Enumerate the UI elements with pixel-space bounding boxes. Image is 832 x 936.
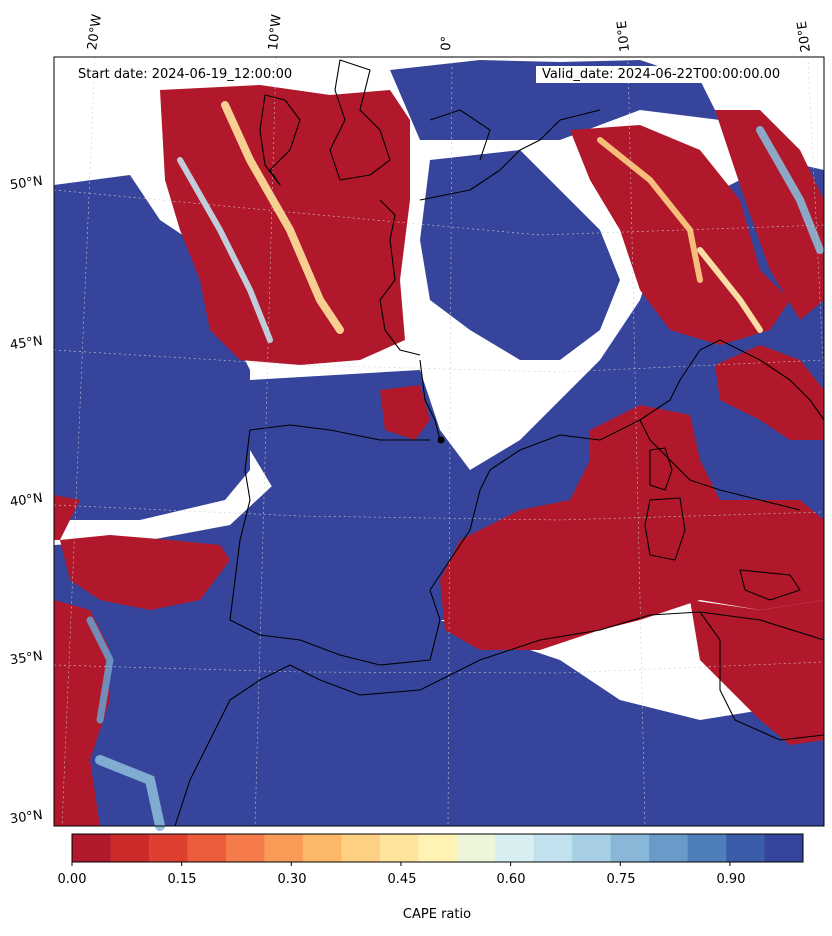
lon-label-10e: 10°E bbox=[614, 19, 633, 53]
colorbar-tick-2: 0.30 bbox=[277, 872, 307, 887]
colorbar bbox=[71, 833, 804, 866]
colorbar-segment bbox=[726, 834, 766, 862]
colorbar-segment bbox=[610, 834, 650, 862]
colorbar-segment bbox=[456, 834, 496, 862]
colorbar-tick-4: 0.60 bbox=[496, 872, 526, 887]
low-ratio-region bbox=[690, 600, 824, 745]
low-ratio-region bbox=[60, 535, 230, 610]
coastline bbox=[174, 699, 231, 827]
colorbar-segment bbox=[418, 834, 458, 862]
low-ratio-region bbox=[380, 385, 430, 440]
low-ratio-region bbox=[54, 600, 110, 826]
graticule-line bbox=[447, 56, 453, 827]
graticule-line bbox=[61, 56, 96, 827]
graticule-line bbox=[53, 189, 825, 236]
transition-band bbox=[221, 101, 344, 334]
colorbar-segment bbox=[687, 834, 727, 862]
colorbar-tick-1: 0.15 bbox=[167, 872, 197, 887]
colorbar-segment bbox=[572, 834, 612, 862]
colorbar-tick-3: 0.45 bbox=[387, 872, 417, 887]
map-panel bbox=[53, 56, 825, 831]
colorbar-outline bbox=[71, 833, 804, 863]
colorbar-segment bbox=[148, 834, 188, 862]
colorbar-segment bbox=[649, 834, 689, 862]
graticule bbox=[53, 56, 825, 827]
coastline bbox=[429, 109, 491, 161]
transition-band bbox=[597, 137, 703, 283]
low-ratio-region bbox=[440, 405, 824, 650]
map-border bbox=[53, 56, 825, 827]
high-ratio-region bbox=[54, 175, 250, 520]
colorbar-segment bbox=[764, 834, 804, 862]
colorbar-segment bbox=[341, 834, 381, 862]
colorbar-segment bbox=[187, 834, 227, 862]
colorbar-segment bbox=[495, 834, 535, 862]
colorbar-segment bbox=[533, 834, 573, 862]
valid-date-label: Valid_date: 2024-06-22T00:00:00.00 bbox=[536, 66, 787, 83]
coastline bbox=[249, 424, 430, 441]
high-ratio-region bbox=[420, 150, 620, 360]
coastline bbox=[229, 429, 341, 656]
colorbar-label: CAPE ratio bbox=[402, 907, 472, 922]
colorbar-tick-6: 0.90 bbox=[716, 872, 746, 887]
coastline bbox=[644, 497, 686, 561]
high-ratio-region bbox=[54, 440, 824, 826]
graticule-line bbox=[53, 661, 825, 674]
colorbar-segment bbox=[264, 834, 304, 862]
graticule-line bbox=[254, 56, 277, 827]
coastline bbox=[419, 109, 601, 201]
graticule-line bbox=[53, 504, 825, 521]
lon-label-0: 0° bbox=[439, 35, 455, 51]
colorbar-segment bbox=[302, 834, 342, 862]
low-ratio-region bbox=[54, 495, 80, 540]
colorbar-segment bbox=[225, 834, 265, 862]
transition-band bbox=[756, 126, 824, 254]
coastline bbox=[699, 611, 825, 741]
transition-band bbox=[177, 157, 273, 343]
colorbar-tick-0: 0.00 bbox=[57, 872, 87, 887]
transition-band bbox=[95, 755, 165, 831]
graticule-line bbox=[807, 56, 825, 381]
colorbar-tick-5: 0.75 bbox=[606, 872, 636, 887]
coastline bbox=[649, 447, 673, 491]
colorbar-segment bbox=[110, 834, 150, 862]
coastline bbox=[329, 59, 391, 181]
colorbar-segment bbox=[72, 834, 111, 862]
coastlines bbox=[174, 59, 825, 827]
cape-ratio-field bbox=[54, 60, 824, 831]
low-ratio-region bbox=[715, 110, 824, 320]
coastline bbox=[519, 339, 825, 451]
island-marker bbox=[437, 436, 445, 444]
coastline bbox=[379, 199, 421, 356]
transition-band bbox=[697, 247, 763, 333]
start-date-label: Start date: 2024-06-19_12:00:00 bbox=[72, 66, 299, 83]
coastline bbox=[419, 359, 441, 441]
colorbar-segment bbox=[379, 834, 419, 862]
low-ratio-region bbox=[715, 345, 824, 440]
graticule-line bbox=[53, 349, 825, 373]
coastline bbox=[259, 94, 301, 186]
coastline bbox=[639, 419, 801, 511]
coastline bbox=[739, 569, 801, 601]
transition-band bbox=[86, 616, 114, 724]
coastline bbox=[339, 449, 521, 666]
graticule-line bbox=[627, 56, 646, 827]
